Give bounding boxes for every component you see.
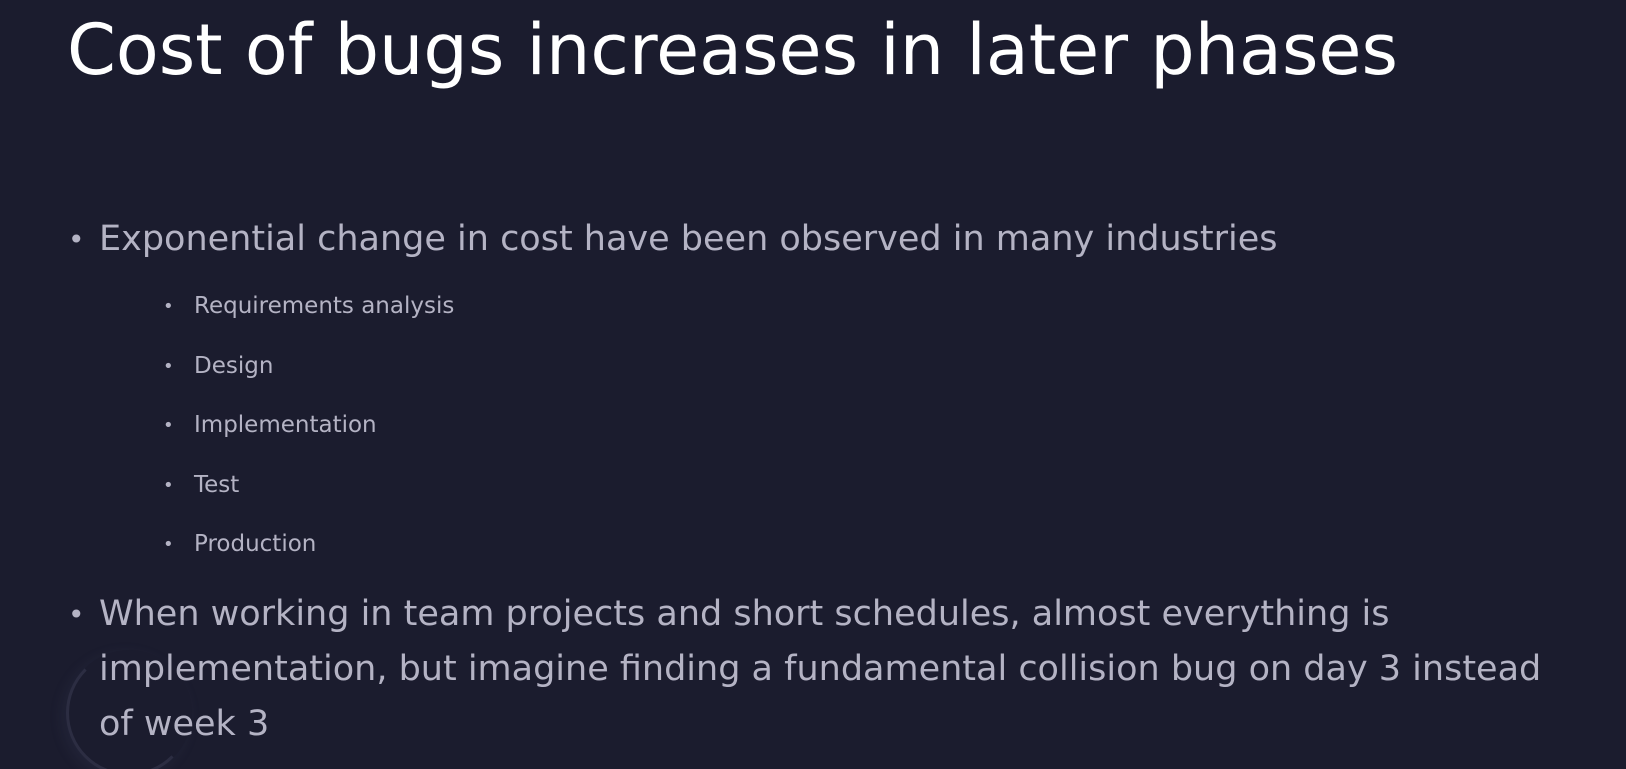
bullet-item: • When working in team projects and shor… (66, 587, 1586, 752)
bullet-dot: • (68, 223, 85, 256)
sub-bullet-item: • Test (99, 456, 1586, 516)
sub-bullet-item: • Design (99, 337, 1586, 397)
loading-spinner-icon (66, 650, 192, 769)
sub-bullet-dot: • (163, 534, 174, 555)
sub-bullet-dot: • (163, 296, 174, 317)
sub-bullet-list: • Requirements analysis • Design • Imple… (99, 277, 1586, 575)
sub-bullet-text: Test (194, 471, 240, 498)
bullet-item: • Exponential change in cost have been o… (66, 212, 1586, 575)
sub-bullet-dot: • (163, 474, 174, 496)
sub-bullet-item: • Requirements analysis (99, 277, 1586, 337)
bullet-text: Exponential change in cost have been obs… (99, 219, 1278, 259)
sub-bullet-dot: • (163, 355, 174, 377)
sub-bullet-text: Implementation (194, 412, 377, 438)
bullet-list: • Exponential change in cost have been o… (66, 212, 1586, 752)
sub-bullet-text: Design (194, 352, 274, 379)
sub-bullet-item: • Production (99, 515, 1586, 575)
sub-bullet-item: • Implementation (99, 396, 1586, 456)
sub-bullet-dot: • (163, 415, 174, 436)
slide-title: Cost of bugs increases in later phases (67, 9, 1398, 91)
sub-bullet-text: Requirements analysis (194, 293, 455, 319)
bullet-dot: • (68, 597, 85, 631)
sub-bullet-text: Production (194, 531, 317, 557)
bullet-text: When working in team projects and short … (99, 593, 1542, 744)
